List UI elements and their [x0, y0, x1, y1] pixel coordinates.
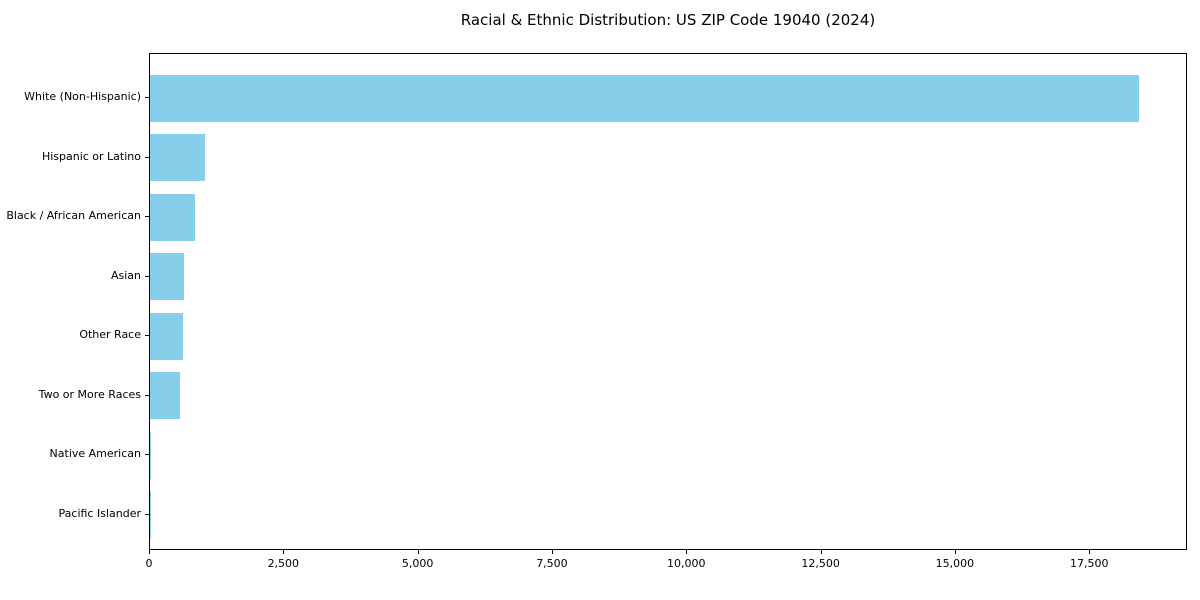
bar-hispanic-or-latino — [150, 134, 206, 182]
x-tick-label: 2,500 — [267, 557, 300, 570]
x-tick-label: 0 — [145, 557, 153, 570]
y-tick-mark — [145, 97, 149, 98]
x-tick-mark — [283, 550, 285, 554]
bar-pacific-islander — [150, 491, 151, 539]
y-tick-mark — [145, 335, 149, 337]
x-tick-mark — [417, 550, 419, 554]
plot-area — [149, 53, 1187, 550]
y-tick-mark — [145, 275, 149, 277]
y-tick-label: Native American — [49, 447, 141, 461]
bar-white-non-hispanic — [150, 74, 1139, 122]
y-tick-mark — [145, 513, 149, 515]
x-tick-label: 10,000 — [667, 557, 706, 570]
bar-black-african-american — [150, 193, 196, 241]
x-tick-mark — [954, 550, 956, 554]
x-tick-mark — [149, 550, 150, 554]
y-tick-mark — [145, 216, 149, 218]
bar-native-american — [150, 431, 151, 479]
y-tick-label: Hispanic or Latino — [41, 149, 141, 163]
x-tick-mark — [820, 550, 822, 554]
y-tick-label: Black / African American — [6, 209, 141, 223]
y-tick-mark — [145, 156, 149, 158]
y-tick-label: Other Race — [79, 328, 141, 342]
y-tick-label: White (Non-Hispanic) — [24, 90, 141, 103]
x-tick-label: 7,500 — [536, 557, 568, 570]
bar-two-or-more-races — [150, 372, 181, 420]
y-tick-mark — [145, 454, 149, 456]
y-tick-label: Two or More Races — [38, 387, 141, 401]
y-tick-label: Asian — [110, 268, 141, 282]
x-tick-mark — [1089, 550, 1091, 554]
x-tick-label: 17,500 — [1069, 557, 1109, 570]
x-tick-label: 12,500 — [801, 557, 840, 570]
x-tick-label: 15,000 — [935, 557, 975, 570]
x-tick-mark — [551, 550, 553, 554]
chart-title: Racial & Ethnic Distribution: US ZIP Cod… — [460, 11, 876, 29]
bar-asian — [150, 253, 184, 301]
y-tick-mark — [145, 394, 149, 396]
y-tick-label: Pacific Islander — [58, 506, 141, 520]
bar-other-race — [150, 312, 184, 360]
x-tick-label: 5,000 — [401, 557, 434, 570]
x-tick-mark — [686, 550, 688, 554]
